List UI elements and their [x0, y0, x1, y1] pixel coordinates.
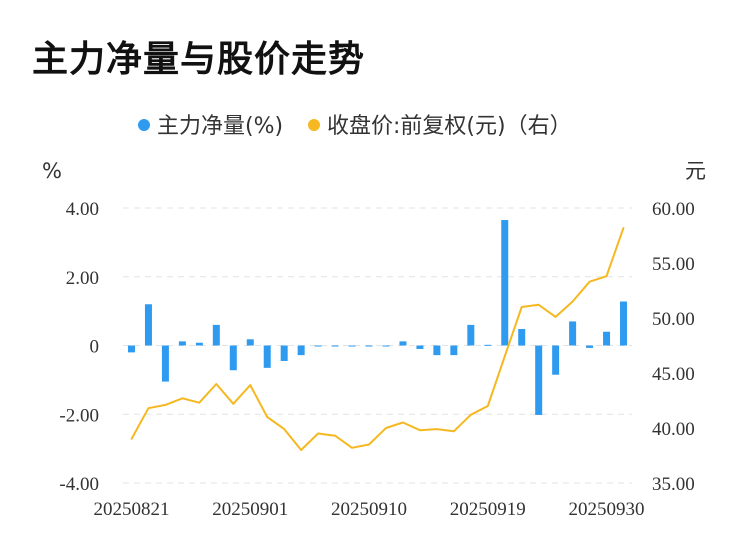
bar-main-net — [297, 345, 305, 356]
bar-main-net — [450, 345, 458, 356]
line-point-close-price — [453, 430, 455, 433]
line-point-close-price — [622, 227, 625, 229]
line-point-close-price — [351, 447, 353, 449]
y-right-tick-label: 40.00 — [652, 419, 695, 440]
line-point-close-price — [164, 404, 167, 406]
line-point-close-price — [419, 429, 421, 432]
bar-main-net — [552, 345, 560, 375]
line-series — [130, 227, 625, 451]
line-point-close-price — [571, 300, 574, 303]
line-point-close-price — [503, 355, 506, 358]
bar-main-net — [467, 324, 475, 346]
line-point-close-price — [300, 449, 302, 451]
y-right-tick-label: 35.00 — [652, 474, 695, 495]
line-point-close-price — [402, 421, 404, 424]
line-point-close-price — [232, 403, 235, 405]
line-point-close-price — [334, 434, 336, 437]
line-point-close-price — [147, 407, 150, 410]
bar-main-net — [331, 345, 339, 347]
x-tick-label: 20250919 — [450, 499, 526, 520]
bar-main-net — [569, 321, 577, 346]
bar-main-net — [246, 339, 254, 346]
bar-main-net — [280, 345, 288, 361]
bar-main-net — [161, 345, 169, 382]
line-point-close-price — [554, 316, 557, 318]
bar-main-net — [518, 329, 526, 346]
y-left-unit: % — [42, 159, 62, 183]
bar-main-net — [603, 331, 611, 346]
x-tick-label: 20250821 — [93, 499, 169, 520]
x-ticks: 20250821 20250901 20250910 20250919 20250930 — [93, 499, 644, 520]
line-point-close-price — [181, 397, 184, 400]
line-point-close-price — [588, 280, 591, 283]
bar-main-net — [314, 345, 322, 347]
bar-main-net — [620, 301, 628, 346]
y-right-tick-label: 50.00 — [652, 309, 695, 330]
bar-main-net — [399, 341, 407, 346]
chart-title: 主力净量与股价走势 — [32, 39, 366, 80]
bar-main-net — [144, 304, 152, 346]
bar-main-net — [178, 341, 186, 346]
line-point-close-price — [368, 443, 370, 446]
y-left-ticks: 4.00 2.00 0 -2.00 -4.00 — [59, 199, 99, 495]
bar-main-net — [535, 345, 543, 415]
bar-main-net — [433, 345, 441, 356]
y-left-tick-label: -4.00 — [59, 474, 99, 495]
line-point-close-price — [266, 416, 269, 418]
y-left-tick-label: 0 — [90, 337, 100, 358]
x-tick-label: 20250910 — [331, 499, 407, 520]
line-point-close-price — [486, 405, 489, 407]
line-point-close-price — [130, 438, 133, 440]
line-point-close-price — [470, 414, 472, 416]
line-point-close-price — [436, 428, 438, 430]
y-left-tick-label: -2.00 — [59, 405, 99, 426]
line-point-close-price — [198, 401, 201, 404]
grid — [123, 207, 632, 484]
legend: 主力净量(%) 收盘价:前复权(元)（右） — [138, 114, 572, 139]
line-point-close-price — [537, 304, 540, 306]
bar-main-net — [263, 345, 271, 368]
y-right-tick-label: 45.00 — [652, 364, 695, 385]
line-point-close-price — [215, 383, 218, 385]
line-point-close-price — [520, 306, 523, 308]
line-point-close-price — [317, 432, 319, 435]
line-point-close-price — [605, 275, 608, 278]
bar-main-net — [586, 345, 594, 348]
legend-marker-close-price — [308, 119, 320, 131]
line-point-close-price — [385, 427, 387, 429]
y-right-tick-label: 60.00 — [652, 199, 695, 220]
y-left-tick-label: 2.00 — [66, 268, 99, 289]
bar-main-net — [195, 342, 203, 346]
y-right-ticks: 60.00 55.00 50.00 45.00 40.00 35.00 — [652, 199, 695, 495]
line-close-price — [130, 227, 625, 451]
bar-series — [127, 220, 628, 415]
y-right-tick-label: 55.00 — [652, 254, 695, 275]
bar-main-net — [127, 345, 135, 353]
bar-main-net — [348, 345, 356, 347]
x-tick-label: 20250930 — [569, 499, 645, 520]
line-point-close-price — [283, 428, 285, 430]
bar-main-net — [365, 345, 373, 347]
y-left-tick-label: 4.00 — [66, 199, 99, 220]
bar-main-net — [229, 345, 237, 371]
bar-main-net — [416, 345, 424, 349]
bar-main-net — [501, 220, 509, 346]
bar-main-net — [212, 324, 220, 346]
y-right-unit: 元 — [685, 159, 706, 183]
x-tick-label: 20250901 — [212, 499, 288, 520]
legend-marker-main-net — [138, 119, 150, 131]
line-point-close-price — [249, 384, 252, 386]
bar-main-net — [382, 345, 390, 347]
legend-label-main-net: 主力净量(%) — [157, 114, 283, 139]
legend-label-close-price: 收盘价:前复权(元)（右） — [327, 114, 572, 139]
bar-main-net — [484, 344, 492, 346]
